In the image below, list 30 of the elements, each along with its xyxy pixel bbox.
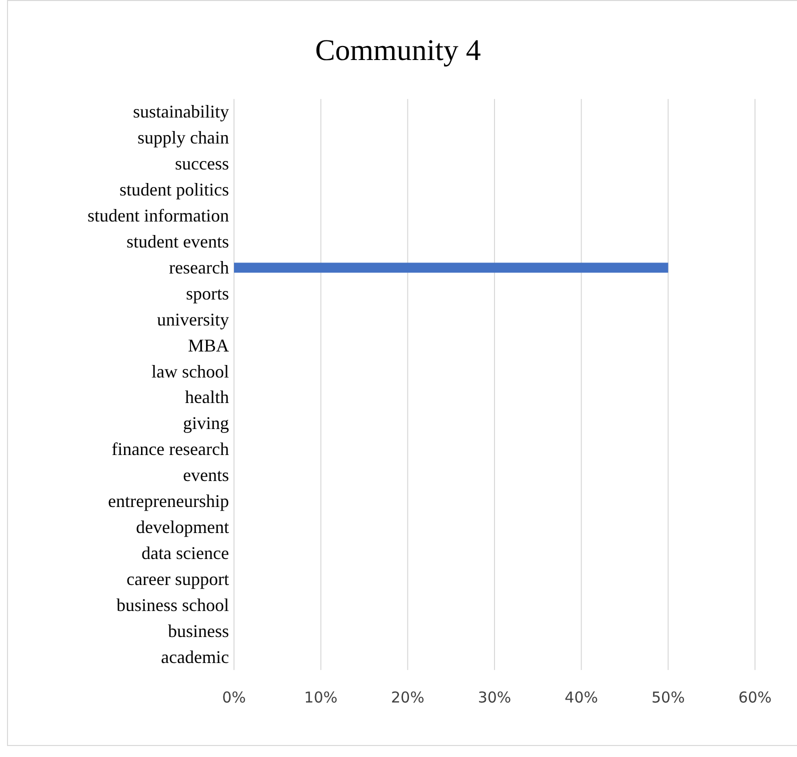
y-tick-label: law school [152,361,229,382]
y-tick-label: development [136,517,229,538]
y-tick-label: MBA [188,335,229,356]
chart-title: Community 4 [315,34,481,67]
y-tick-label: entrepreneurship [108,491,229,512]
y-tick-label: sustainability [133,102,229,122]
x-tick-label: 10% [304,688,338,707]
y-tick-label: career support [126,568,229,589]
x-tick-label: 60% [738,688,772,707]
y-tick-label: success [175,154,229,174]
x-tick-label: 40% [564,688,598,707]
y-tick-label: giving [182,413,229,434]
y-tick-label: business [168,620,229,641]
x-tick-label: 30% [478,688,512,707]
x-tick-label: 0% [222,688,246,707]
y-tick-label: sports [186,283,229,304]
y-tick-label: university [157,309,229,330]
x-tick-label: 50% [651,688,685,707]
y-tick-label: student politics [120,180,229,200]
y-tick-label: business school [116,594,229,615]
y-tick-label: student events [126,232,229,252]
y-tick-label: health [185,387,229,408]
y-tick-label: research [169,257,229,278]
y-tick-label: events [183,465,229,486]
y-tick-label: data science [142,542,229,563]
y-tick-label: student information [88,206,229,226]
y-tick-label: academic [161,646,230,667]
y-tick-label: finance research [112,439,229,460]
x-tick-label: 20% [390,688,424,707]
y-tick-label: supply chain [138,128,229,148]
